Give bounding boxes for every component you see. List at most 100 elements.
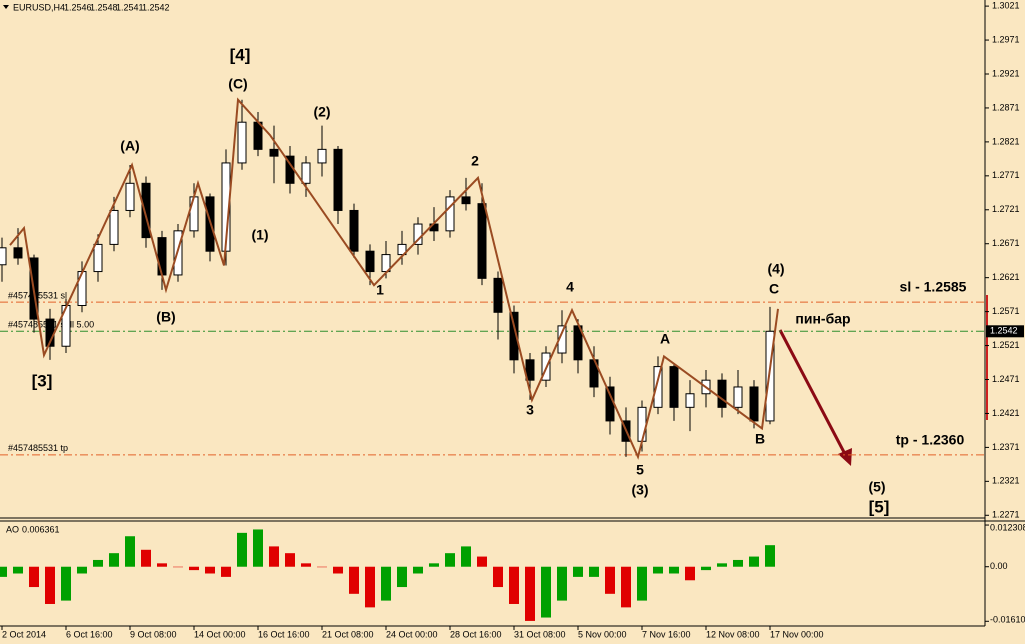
candle-body [301,162,311,184]
bar [333,566,343,574]
y-tick-label: 1.2821 [992,136,1020,146]
annotation: tp - 1.2360 [896,432,965,448]
x-tick-label: 28 Oct 16:00 [450,629,502,639]
annotation: [3] [32,371,53,390]
bar [573,566,583,577]
bar [621,566,631,608]
y-tick-label: 1.2321 [992,476,1020,486]
candle-body [333,148,343,211]
candle-body [733,386,743,408]
annotation: (4) [767,261,784,277]
bar [349,566,359,594]
bar [413,566,423,574]
bar [477,556,487,567]
annotation: C [769,281,779,297]
ohlc-value: 1.2542 [142,2,170,12]
bar [109,553,119,567]
candle-body [93,243,103,273]
header: EURUSD,H4 1.2546 1.2548 1.2541 1.2542 [13,2,170,12]
candle-body [637,406,647,442]
bar [397,566,407,588]
annotation: (2) [313,104,330,120]
indicator-value: 0.006361 [22,524,60,534]
x-tick-label: 16 Oct 16:00 [258,629,310,639]
bar [125,536,135,567]
bar [653,566,663,574]
bar [493,566,503,588]
bar [13,566,23,574]
annotation: [4] [230,45,251,64]
bar [717,563,727,567]
candle-body [493,277,503,313]
y-tick-label: 1.2921 [992,68,1020,78]
bar [605,566,615,594]
bar [701,566,711,571]
annotation: 3 [526,402,534,418]
candle-body [509,311,519,361]
candle-body [157,237,167,276]
annotation: (1) [251,227,268,243]
menu-icon [3,5,9,9]
y-tick-label: 1.2521 [992,340,1020,350]
bar [445,553,455,567]
bar [77,566,87,574]
ohlc-value: 1.2548 [90,2,118,12]
candle-body [349,209,359,252]
price-marker-label: 1.2542 [990,326,1018,336]
y-tick-label: 1.2871 [992,102,1020,112]
candle-body [0,247,7,266]
bar [541,566,551,618]
annotation: пин-бар [795,311,850,327]
x-tick-label: 17 Nov 00:00 [770,629,824,639]
candle-body [237,121,247,164]
y-tick-label: 1.2571 [992,306,1020,316]
y-tick-label: 1.3021 [992,0,1020,10]
candle-body [477,203,487,279]
bar [589,566,599,577]
candle-body [269,148,279,157]
candle-body [605,386,615,422]
ohlc-value: 1.2541 [116,2,144,12]
bar [381,566,391,601]
annotation: 4 [566,279,574,295]
bar [189,566,199,571]
x-tick-label: 2 Oct 2014 [2,629,46,639]
candle-body [717,379,727,408]
y-tick-label: 1.2971 [992,34,1020,44]
x-tick-label: 7 Nov 16:00 [642,629,691,639]
candle-body [445,196,455,232]
candle-body [461,196,471,205]
price-marker [986,325,1024,338]
candle-body [669,366,679,408]
bar [365,566,375,608]
bar [557,566,567,601]
ohlc-value: 1.2546 [64,2,92,12]
annotation: [5] [869,497,890,516]
candle-body [685,393,695,408]
bar [93,559,103,567]
bar [765,545,775,567]
y-tick-label: 1.2771 [992,170,1020,180]
arrow [778,329,848,457]
bar [45,566,55,604]
annotation: 2 [471,153,479,169]
annotation: (5) [868,479,885,495]
indicator-name: AO [6,524,19,534]
symbol: EURUSD,H4 [13,2,65,12]
arrow-head [838,448,852,466]
annotation: (C) [228,76,247,92]
candle-body [125,182,135,211]
y-tick-label: 1.2671 [992,238,1020,248]
x-tick-label: 9 Oct 08:00 [130,629,177,639]
candle-body [189,196,199,232]
x-tick-label: 6 Oct 16:00 [66,629,113,639]
level-label: #457485531 tp [8,443,68,453]
bar [317,566,327,568]
annotation: (A) [120,138,139,154]
x-tick-label: 5 Nov 00:00 [578,629,627,639]
annotation: 5 [636,462,644,478]
bar [173,566,183,568]
x-tick-label: 12 Nov 08:00 [706,629,760,639]
